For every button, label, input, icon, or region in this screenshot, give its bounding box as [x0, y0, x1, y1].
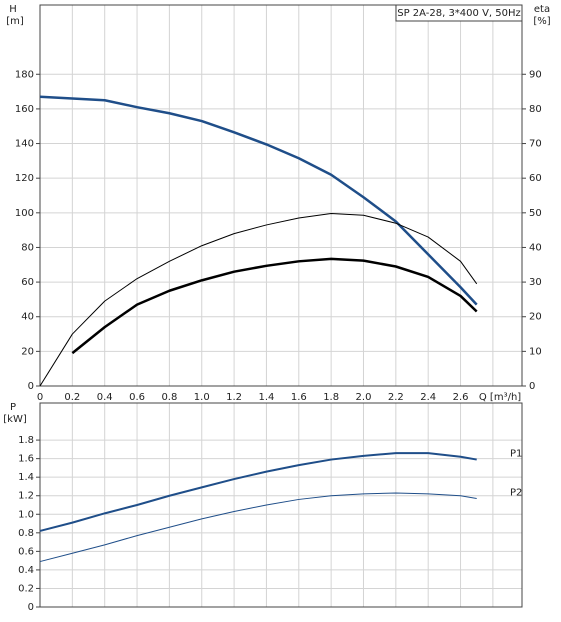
- series-line: [39, 213, 478, 387]
- y-tick-label: 100: [15, 208, 34, 219]
- x-tick-label: 0: [37, 392, 43, 403]
- y-tick-label: 1.8: [18, 435, 34, 446]
- x-tick-label: 0.6: [129, 392, 145, 403]
- y-tick-label: 0: [28, 602, 34, 613]
- series-line: [39, 95, 478, 306]
- y-tick-label: 40: [21, 312, 34, 323]
- y-axis-unit: [m]: [6, 16, 24, 27]
- x-tick-label: 1.8: [323, 392, 339, 403]
- y2-tick-label: 10: [529, 346, 542, 357]
- x-tick-label: 2.6: [453, 392, 469, 403]
- y2-tick-label: 20: [529, 312, 542, 323]
- y-tick-label: 60: [21, 277, 34, 288]
- y-tick-label: 1.0: [18, 509, 34, 520]
- y-tick-label: 20: [21, 346, 34, 357]
- y-tick-label: 120: [15, 173, 34, 184]
- plot-frame: [39, 4, 523, 387]
- x-tick-label: 0.2: [64, 392, 80, 403]
- y2-tick-label: 30: [529, 277, 542, 288]
- y-tick-label: 0.4: [18, 565, 34, 576]
- y-tick-label: 0.2: [18, 583, 34, 594]
- series-label: P2: [510, 488, 522, 499]
- y2-axis-label: eta: [534, 4, 550, 15]
- y2-tick-label: 50: [529, 208, 542, 219]
- x-tick-label: 2.4: [420, 392, 436, 403]
- x-tick-label: 1.2: [226, 392, 242, 403]
- x-tick-label: 2.2: [388, 392, 404, 403]
- y-tick-label: 0.8: [18, 528, 34, 539]
- y2-axis-unit: [%]: [533, 16, 550, 27]
- y2-tick-label: 40: [529, 242, 542, 253]
- y-axis-unit: [kW]: [3, 414, 27, 425]
- y-tick-label: 140: [15, 139, 34, 150]
- y-tick-label: 1.4: [18, 472, 34, 483]
- y2-tick-label: 60: [529, 173, 542, 184]
- y-tick-label: 0: [28, 381, 34, 392]
- y-tick-label: 80: [21, 242, 34, 253]
- chart-title: SP 2A-28, 3*400 V, 50Hz: [397, 8, 521, 19]
- series-label: P1: [510, 449, 522, 460]
- y2-tick-label: 90: [529, 69, 542, 80]
- y-axis-label: P: [10, 402, 16, 413]
- y-axis-label: H: [9, 4, 17, 15]
- y-tick-label: 180: [15, 69, 34, 80]
- series-line: [39, 492, 477, 563]
- series-line: [71, 257, 478, 355]
- y2-tick-label: 80: [529, 104, 542, 115]
- series-line: [39, 452, 477, 532]
- x-tick-label: 1.6: [291, 392, 307, 403]
- y2-tick-label: 0: [529, 381, 535, 392]
- plot-frame: [39, 402, 523, 608]
- y-tick-label: 0.6: [18, 546, 34, 557]
- x-tick-label: 1.0: [194, 392, 210, 403]
- x-tick-label: 2.0: [356, 392, 372, 403]
- x-tick-label: 0.8: [161, 392, 177, 403]
- y2-tick-label: 70: [529, 139, 542, 150]
- title-box: [395, 4, 523, 22]
- y-tick-label: 1.6: [18, 454, 34, 465]
- x-tick-label: Q [m³/h]: [479, 392, 521, 403]
- y-tick-label: 1.2: [18, 491, 34, 502]
- y-tick-label: 160: [15, 104, 34, 115]
- x-tick-label: 0.4: [97, 392, 113, 403]
- x-tick-label: 1.4: [258, 392, 274, 403]
